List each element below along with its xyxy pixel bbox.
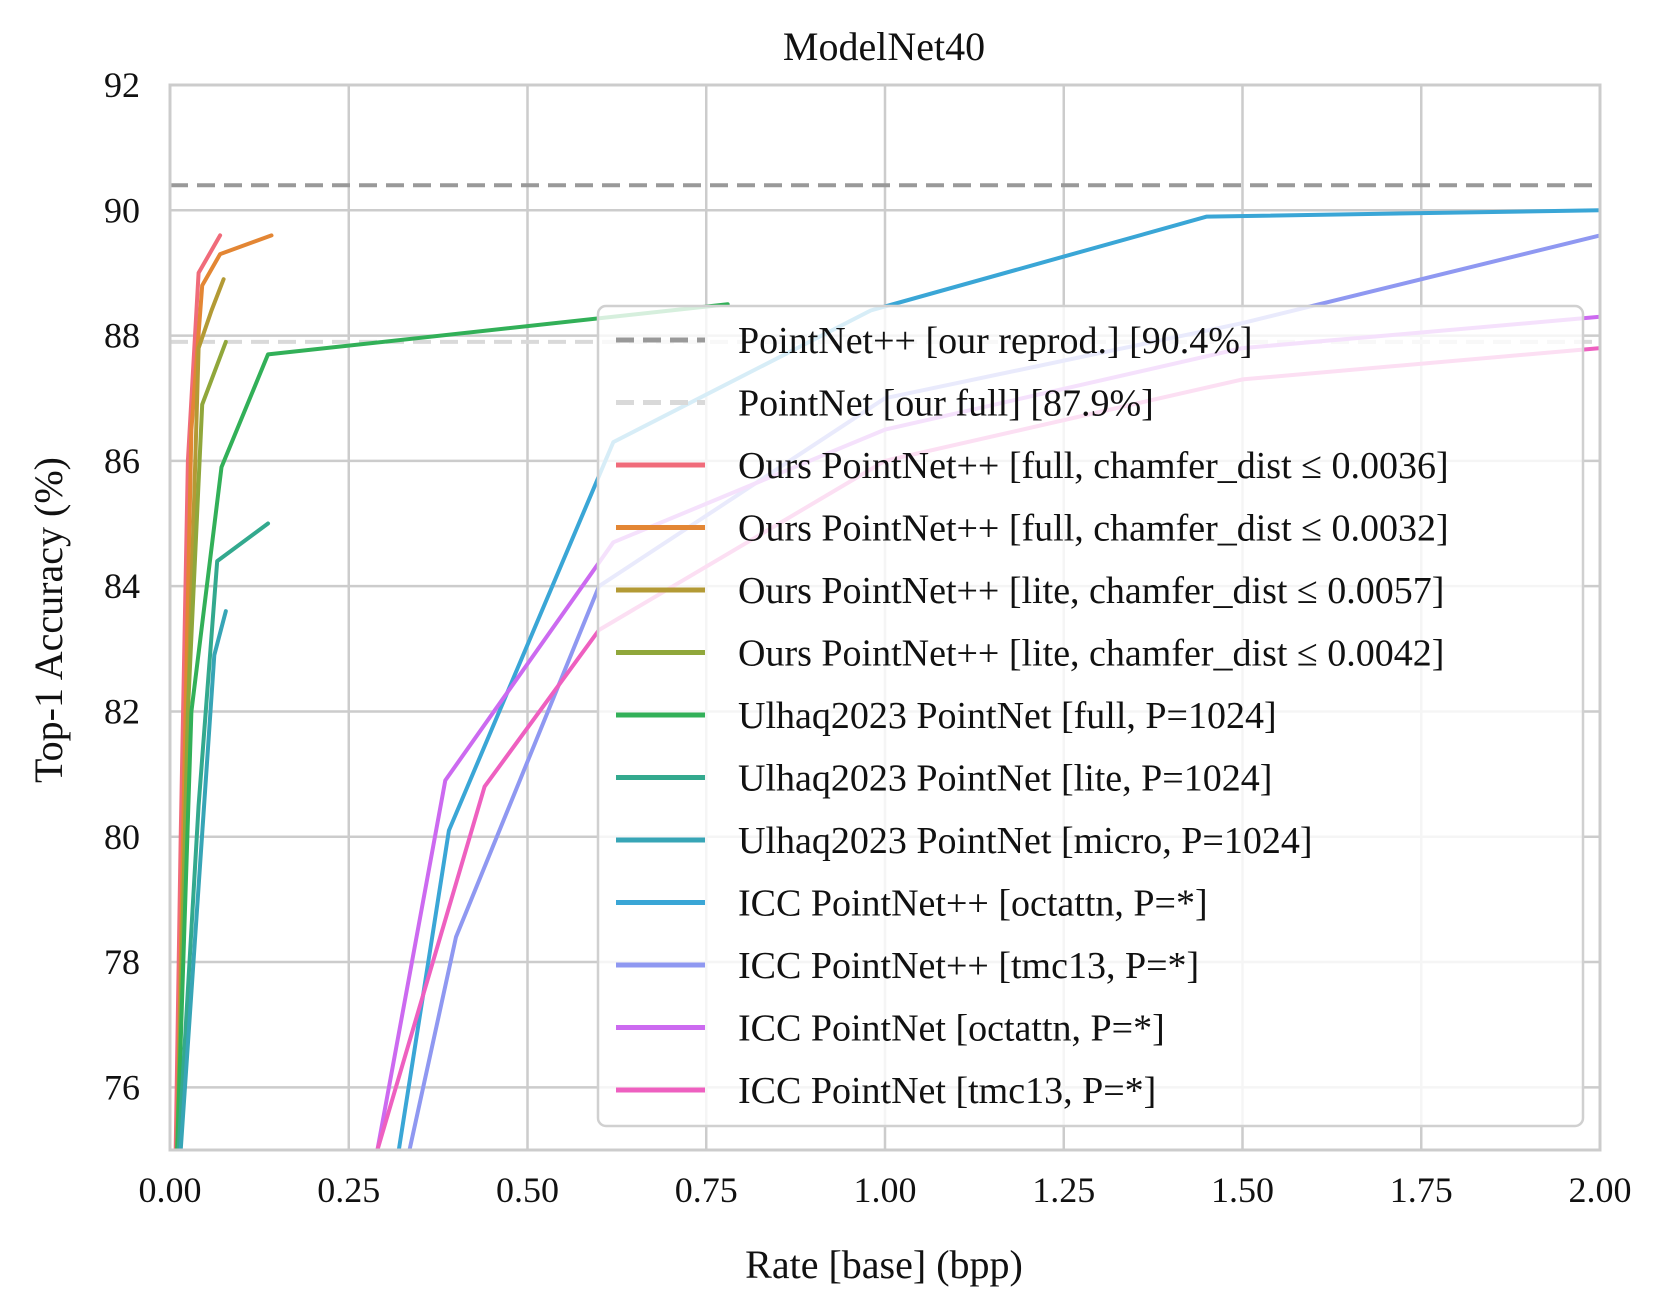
legend-label-ours-pointnet-lite-chamfer-dist-0-0057: Ours PointNet++ [lite, chamfer_dist ≤ 0.…	[738, 570, 1444, 612]
legend-label-ulhaq2023-pointnet-lite-p-1024: Ulhaq2023 PointNet [lite, P=1024]	[738, 758, 1272, 800]
x-tick-label: 1.25	[1032, 1170, 1095, 1210]
legend-label-pointnet-our-full-87-9: PointNet [our full] [87.9%]	[738, 383, 1154, 425]
tick-labels: 0.00 0.25 0.50 0.75 1.00 1.25 1.50 1.75 2.00 76 78…	[104, 65, 1632, 1210]
legend-label-icc-pointnet-tmc13-p: ICC PointNet [tmc13, P=*]	[738, 1070, 1156, 1112]
y-tick-label: 92	[104, 65, 140, 105]
chart-title: ModelNet40	[783, 24, 985, 69]
plot-frame	[168, 83, 1602, 1152]
legend-label-ours-pointnet-full-chamfer-dist-0-0036: Ours PointNet++ [full, chamfer_dist ≤ 0.…	[738, 445, 1449, 487]
legend-label-icc-pointnet-octattn-p: ICC PointNet [octattn, P=*]	[738, 1008, 1165, 1050]
series-line-ulhaq2023-pointnet-micro-p-1024	[178, 609, 228, 1150]
x-tick-label: 0.75	[675, 1170, 738, 1210]
y-tick-label: 78	[104, 942, 140, 982]
y-tick-label: 88	[104, 316, 140, 356]
legend-label-ulhaq2023-pointnet-full-p-1024: Ulhaq2023 PointNet [full, P=1024]	[738, 695, 1277, 737]
x-tick-label: 0.50	[496, 1170, 559, 1210]
x-tick-label: 1.50	[1211, 1170, 1274, 1210]
series-line-ulhaq2023-pointnet-lite-p-1024	[176, 521, 270, 1150]
x-tick-label: 1.75	[1390, 1170, 1453, 1210]
legend-label-ulhaq2023-pointnet-micro-p-1024: Ulhaq2023 PointNet [micro, P=1024]	[738, 820, 1313, 862]
y-tick-label: 84	[104, 566, 140, 606]
x-tick-label: 0.25	[317, 1170, 380, 1210]
legend: PointNet++ [our reprod.] [90.4%] PointNet…	[596, 304, 1585, 1128]
x-tick-label: 2.00	[1569, 1170, 1632, 1210]
y-tick-label: 86	[104, 441, 140, 481]
x-axis-label: Rate [base] (bpp)	[745, 1242, 1023, 1287]
legend-label-icc-pointnet-octattn-p: ICC PointNet++ [octattn, P=*]	[738, 883, 1208, 925]
series-line-ours-pointnet-full-chamfer-dist-0-0036	[173, 233, 223, 1150]
y-tick-label: 90	[104, 190, 140, 230]
x-tick-label: 1.00	[854, 1170, 917, 1210]
legend-label-ours-pointnet-full-chamfer-dist-0-0032: Ours PointNet++ [full, chamfer_dist ≤ 0.…	[738, 508, 1449, 550]
y-tick-label: 82	[104, 691, 140, 731]
legend-label-ours-pointnet-lite-chamfer-dist-0-0042: Ours PointNet++ [lite, chamfer_dist ≤ 0.…	[738, 633, 1444, 675]
series-line-ulhaq2023-pointnet-full-p-1024	[175, 302, 730, 1150]
legend-label-icc-pointnet-tmc13-p: ICC PointNet++ [tmc13, P=*]	[738, 945, 1199, 987]
y-tick-label: 76	[104, 1067, 140, 1107]
legend-label-pointnet-our-reprod-90-4: PointNet++ [our reprod.] [90.4%]	[738, 320, 1253, 362]
y-axis-label: Top-1 Accuracy (%)	[26, 457, 71, 783]
legend-box	[596, 304, 1585, 1128]
y-tick-label: 80	[104, 817, 140, 857]
x-tick-label: 0.00	[139, 1170, 202, 1210]
